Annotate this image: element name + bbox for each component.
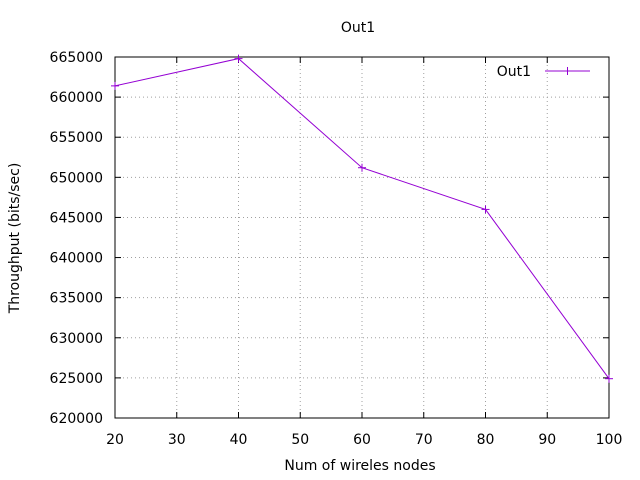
grid-lines bbox=[115, 57, 609, 418]
y-tick-label: 660000 bbox=[50, 90, 103, 106]
y-tick-label: 645000 bbox=[50, 210, 103, 226]
x-tick-label: 80 bbox=[477, 432, 495, 448]
legend-label-out1: Out1 bbox=[497, 64, 531, 80]
x-tick-label: 20 bbox=[106, 432, 124, 448]
series-layer bbox=[111, 54, 613, 383]
x-tick-label: 40 bbox=[230, 432, 248, 448]
y-tick-label: 630000 bbox=[50, 331, 103, 347]
x-tick-label: 30 bbox=[168, 432, 186, 448]
series-line-out1 bbox=[114, 58, 610, 379]
y-tick-label: 620000 bbox=[50, 411, 103, 427]
y-tick-label: 640000 bbox=[50, 251, 103, 267]
x-tick-label: 60 bbox=[353, 432, 371, 448]
x-tick-label: 90 bbox=[538, 432, 556, 448]
chart-title: Out1 bbox=[341, 20, 375, 36]
data-point bbox=[111, 81, 119, 90]
y-tick-label: 655000 bbox=[50, 130, 103, 146]
data-point bbox=[605, 374, 613, 383]
data-point bbox=[234, 54, 243, 63]
y-tick-label: 625000 bbox=[50, 371, 103, 387]
x-tick-label: 100 bbox=[596, 432, 623, 448]
y-tick-label: 665000 bbox=[50, 50, 103, 66]
x-tick-label: 70 bbox=[415, 432, 433, 448]
x-axis-label: Num of wireles nodes bbox=[284, 458, 435, 474]
y-tick-label: 635000 bbox=[50, 291, 103, 307]
legend: Out1 bbox=[497, 64, 590, 80]
y-tick-label: 650000 bbox=[50, 170, 103, 186]
axis-ticks: 20 30 40 50 60 70 80 90 100 620000 625000 630000 635… bbox=[50, 50, 623, 448]
data-point bbox=[358, 163, 366, 172]
x-tick-label: 50 bbox=[291, 432, 309, 448]
data-point bbox=[481, 205, 490, 214]
y-axis-label: Throughput (bits/sec) bbox=[7, 163, 23, 315]
